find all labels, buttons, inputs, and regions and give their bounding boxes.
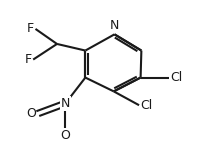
Text: O: O <box>60 129 70 142</box>
Text: F: F <box>27 22 34 35</box>
Text: Cl: Cl <box>170 71 183 84</box>
Text: Cl: Cl <box>141 99 153 112</box>
Text: N: N <box>110 19 119 32</box>
Text: O: O <box>26 107 36 120</box>
Text: N: N <box>61 97 70 110</box>
Text: F: F <box>25 53 32 66</box>
